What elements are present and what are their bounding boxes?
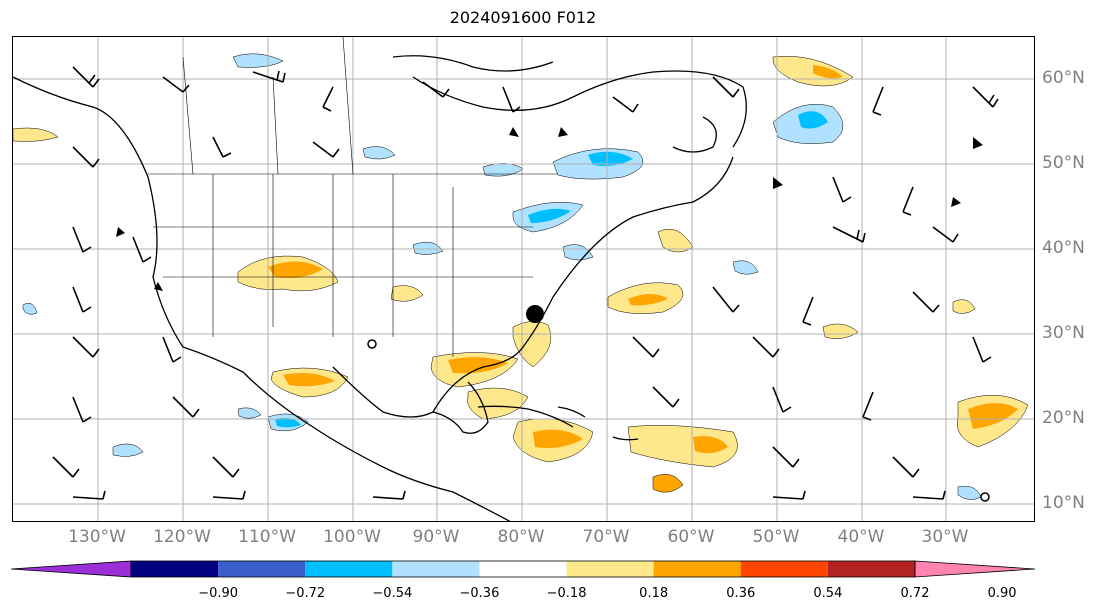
colorbar-tick-label: 0.90 <box>987 586 1017 601</box>
wind-barbs <box>52 66 999 500</box>
lat-label-30n: 30°N <box>1042 323 1085 343</box>
colorbar-tick-label: 0.18 <box>639 586 669 601</box>
colorbar-tick-label: −0.90 <box>198 586 239 601</box>
lon-label-130w: 130°W <box>68 527 126 547</box>
lat-label-60n: 60°N <box>1042 68 1085 88</box>
colorbar-tick-label: −0.36 <box>459 586 500 601</box>
lon-label-90w: 90°W <box>412 527 460 547</box>
colorbar-segment <box>653 561 741 577</box>
storm-center-marker <box>526 305 544 323</box>
colorbar-segment <box>305 561 393 577</box>
map-canvas <box>13 37 1034 521</box>
station-circle-marker-2 <box>980 492 990 502</box>
colorbar-segment <box>392 561 480 577</box>
figure-title: 2024091600 F012 <box>449 8 597 27</box>
gridlines <box>13 37 1034 521</box>
lon-label-50w: 50°W <box>752 527 800 547</box>
colorbar-extend-max <box>914 560 1036 578</box>
colorbar-segment <box>218 561 306 577</box>
colorbar-tick-label: −0.54 <box>372 586 413 601</box>
colorbar-segment <box>740 561 828 577</box>
lon-label-30w: 30°W <box>921 527 969 547</box>
colorbar-extend-min <box>10 560 132 578</box>
positive-shading <box>13 55 1029 493</box>
colorbar-outline <box>130 560 916 578</box>
lat-label-50n: 50°N <box>1042 153 1085 173</box>
barb-flags <box>116 127 983 291</box>
lon-label-40w: 40°W <box>837 527 885 547</box>
colorbar-segment <box>827 561 915 577</box>
lon-label-60w: 60°W <box>667 527 715 547</box>
lat-label-20n: 20°N <box>1042 408 1085 428</box>
colorbar-tick-label: −0.18 <box>546 586 587 601</box>
map-panel <box>12 36 1035 522</box>
colorbar-segment <box>479 561 567 577</box>
colorbar-segment <box>566 561 654 577</box>
lon-label-110w: 110°W <box>238 527 296 547</box>
colorbar <box>10 560 1036 578</box>
lon-label-100w: 100°W <box>323 527 381 547</box>
colorbar-tick-label: 0.54 <box>813 586 843 601</box>
colorbar-tick-label: −0.72 <box>285 586 326 601</box>
lon-label-70w: 70°W <box>582 527 630 547</box>
colorbar-tick-label: 0.36 <box>726 586 756 601</box>
lat-label-10n: 10°N <box>1042 493 1085 513</box>
colorbar-tick-label: 0.72 <box>900 586 930 601</box>
colorbar-segment <box>131 561 219 577</box>
lat-label-40n: 40°N <box>1042 238 1085 258</box>
lon-label-120w: 120°W <box>153 527 211 547</box>
coastlines <box>13 55 747 521</box>
negative-shading <box>22 53 982 500</box>
lon-label-80w: 80°W <box>497 527 545 547</box>
political-borders <box>148 37 558 357</box>
station-circle-marker <box>367 339 377 349</box>
